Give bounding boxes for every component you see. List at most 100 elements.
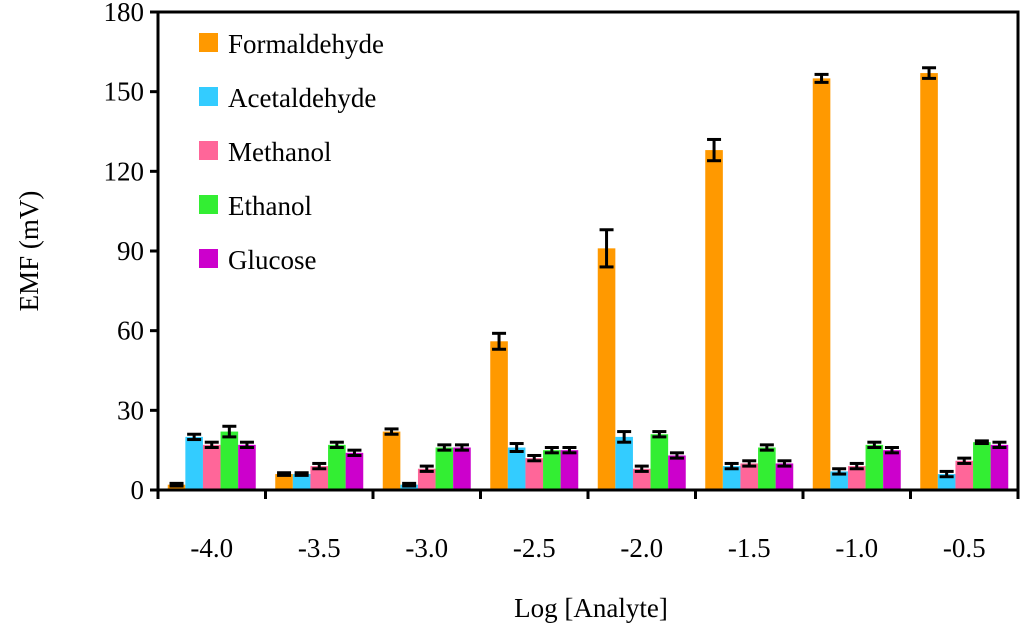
error-bar [187, 432, 202, 442]
error-bar [922, 66, 937, 80]
y-tick-label: 150 [104, 77, 145, 107]
error-bar [562, 446, 577, 455]
legend-swatch [199, 141, 218, 160]
bar [310, 466, 329, 490]
bar [275, 474, 293, 490]
y-axis-label: EMF (mV) [14, 191, 44, 312]
bars-layer [167, 73, 1009, 491]
error-bar [742, 459, 757, 468]
bar [775, 463, 794, 490]
error-bar [814, 72, 829, 84]
bar [417, 468, 436, 490]
bar [830, 471, 848, 490]
error-bar [384, 427, 399, 436]
y-tick-label: 60 [117, 316, 144, 346]
bar [847, 466, 866, 490]
bar [328, 444, 346, 490]
y-axis: 0 30 60 90 120 150 180 [104, 0, 158, 505]
error-bar [492, 331, 507, 351]
error-bar [634, 464, 649, 473]
legend-label: Acetaldehyde [228, 83, 376, 113]
error-bar [419, 464, 434, 473]
y-tick-label: 0 [131, 475, 145, 505]
bar [668, 455, 686, 490]
error-bar [312, 461, 327, 471]
error-bar [884, 446, 899, 455]
bar [615, 436, 633, 490]
bar [525, 458, 544, 490]
legend-swatch [199, 249, 218, 268]
error-bar [832, 467, 847, 476]
legend-item: Acetaldehyde [199, 83, 376, 113]
error-bars-layer [169, 66, 1007, 488]
error-bar [617, 430, 632, 444]
error-bar [204, 440, 219, 450]
error-bar [724, 461, 739, 471]
error-bar [849, 461, 864, 471]
legend-swatch [199, 87, 218, 106]
bar [705, 150, 723, 491]
error-bar [294, 471, 309, 477]
bar [202, 444, 221, 490]
bar [453, 447, 471, 490]
bar [490, 341, 508, 490]
legend-label: Ethanol [228, 191, 312, 221]
legend-item: Formaldehyde [199, 29, 384, 59]
legend-item: Glucose [199, 245, 316, 275]
x-tick-label: -2.5 [513, 533, 556, 563]
error-bar [347, 448, 362, 457]
bar [185, 436, 203, 490]
bar [812, 78, 831, 490]
error-bar [527, 453, 542, 463]
legend-swatch [199, 195, 218, 214]
error-bar [402, 481, 417, 488]
y-tick-label: 30 [117, 395, 144, 425]
legend-label: Methanol [228, 137, 331, 167]
x-tick-label: -1.5 [728, 533, 771, 563]
x-tick-label: -0.5 [943, 533, 986, 563]
bar [220, 431, 239, 490]
bar [435, 447, 454, 490]
error-bar [652, 430, 667, 439]
error-bar [437, 443, 452, 452]
error-bar [939, 469, 954, 479]
error-bar [867, 440, 882, 450]
legend-item: Ethanol [199, 191, 312, 221]
x-tick-label: -1.0 [835, 533, 878, 563]
x-tick-label: -3.5 [298, 533, 341, 563]
bar [973, 442, 991, 490]
bar [990, 444, 1009, 490]
error-bar [669, 451, 684, 460]
bar [758, 447, 776, 490]
bar [597, 248, 616, 490]
error-bar [777, 459, 792, 468]
error-bar [759, 443, 774, 452]
error-bar [957, 456, 972, 465]
bar [543, 450, 561, 490]
bar [865, 444, 884, 490]
bar [345, 452, 364, 490]
error-bar [169, 481, 184, 488]
bar [292, 474, 311, 490]
y-tick-label: 180 [104, 0, 145, 27]
error-bar [599, 228, 614, 269]
y-tick-label: 90 [117, 236, 144, 266]
legend-item: Methanol [199, 137, 331, 167]
error-bar [329, 440, 344, 450]
error-bar [239, 440, 254, 450]
error-bar [707, 137, 722, 163]
bar [883, 450, 901, 490]
bar [920, 73, 938, 491]
bar [507, 447, 526, 490]
bar [382, 431, 401, 490]
error-bar [222, 424, 237, 439]
bar [740, 463, 759, 490]
error-bar [509, 442, 524, 453]
error-bar [992, 440, 1007, 450]
legend: Formaldehyde Acetaldehyde Methanol Ethanol G… [199, 29, 384, 275]
error-bar [974, 439, 989, 446]
x-tick-label: -2.0 [620, 533, 663, 563]
legend-swatch [199, 33, 218, 52]
